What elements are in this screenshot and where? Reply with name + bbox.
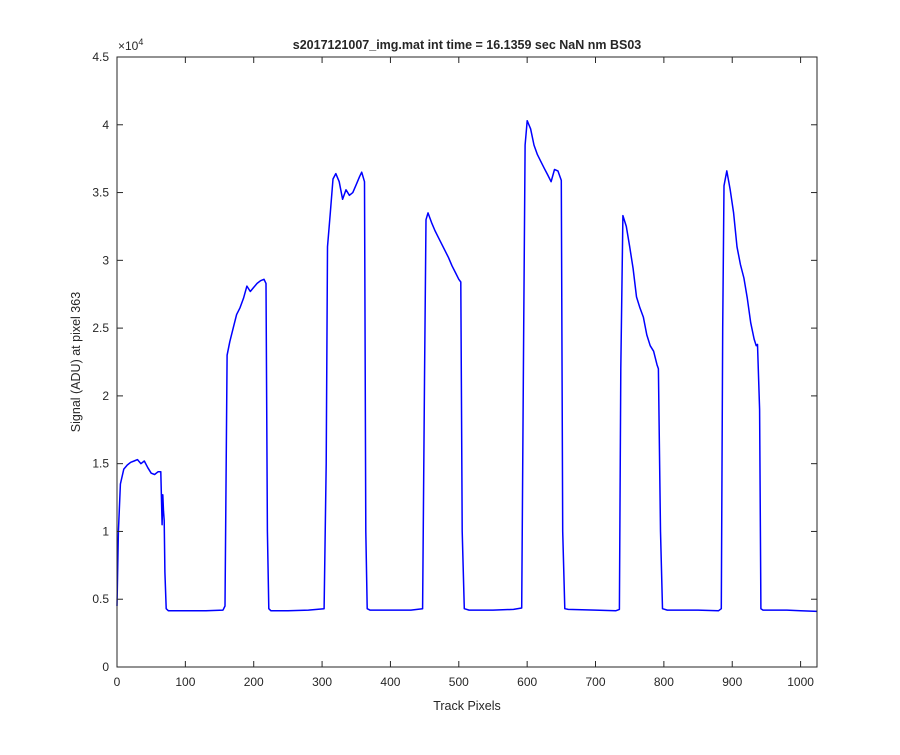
x-tick-label: 0 (114, 675, 121, 689)
y-axis-label: Signal (ADU) at pixel 363 (69, 292, 83, 432)
x-tick-label: 300 (312, 675, 332, 689)
x-tick-label: 800 (654, 675, 674, 689)
x-axis-label: Track Pixels (433, 699, 501, 713)
y-axis-exponent-power: 4 (138, 37, 143, 47)
axes-box (116, 56, 818, 668)
y-tick-label: 2 (102, 389, 109, 403)
x-tick-label: 100 (175, 675, 195, 689)
x-tick-label: 400 (380, 675, 400, 689)
x-tick-label: 700 (586, 675, 606, 689)
y-tick-label: 4 (102, 118, 109, 132)
y-tick-label: 3 (102, 253, 109, 267)
y-axis-exponent-base: ×10 (118, 39, 139, 53)
series-layer (116, 119, 818, 613)
y-axis-exponent: ×104 (118, 37, 143, 53)
series-line-0 (116, 119, 818, 613)
chart-title: s2017121007_img.mat int time = 16.1359 s… (293, 38, 642, 52)
x-tick-label: 500 (449, 675, 469, 689)
ticks-layer: 0 100 200 300 400 500 600 700 800 900 1000 0 0.5 1 1.5… (92, 50, 817, 689)
y-tick-label: 0.5 (92, 592, 109, 606)
y-tick-label: 1 (102, 524, 109, 538)
plot-area (117, 57, 817, 667)
y-tick-label: 2.5 (92, 321, 109, 335)
y-tick-label: 0 (102, 660, 109, 674)
x-tick-label: 1000 (787, 675, 814, 689)
y-tick-label: 4.5 (92, 50, 109, 64)
x-tick-label: 900 (722, 675, 742, 689)
x-tick-label: 600 (517, 675, 537, 689)
y-tick-label: 1.5 (92, 457, 109, 471)
y-tick-label: 3.5 (92, 186, 109, 200)
x-tick-label: 200 (244, 675, 264, 689)
